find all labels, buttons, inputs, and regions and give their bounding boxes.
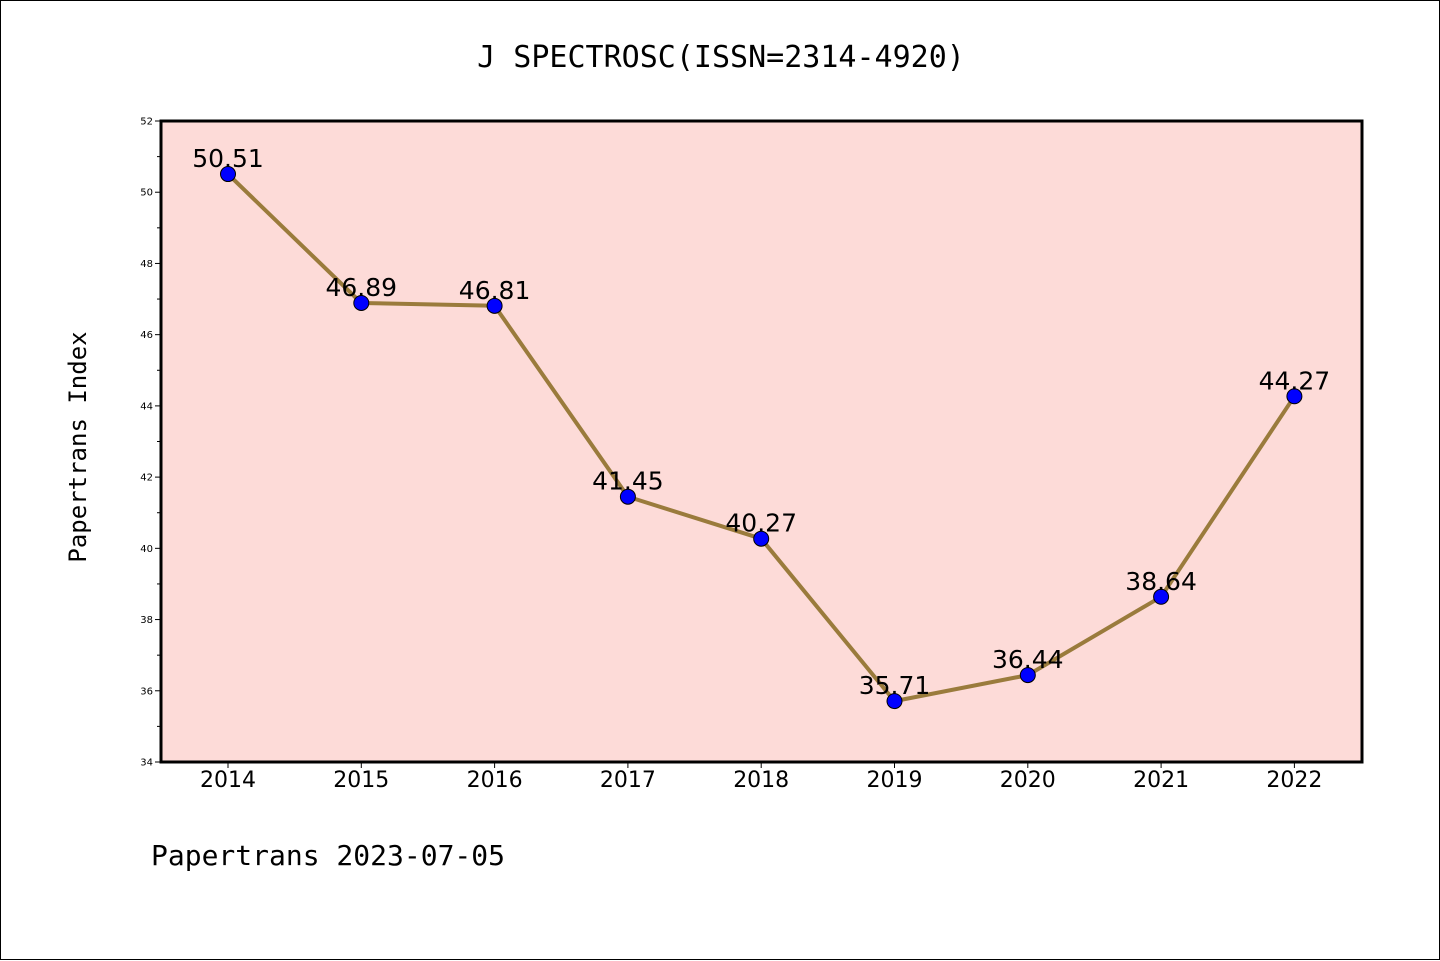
y-tick-label: 38 <box>140 615 153 626</box>
data-point-label: 35.71 <box>859 671 931 700</box>
data-labels-group: 50.51 46.89 46.81 41.45 40.27 35.71 36.44 38.64… <box>192 144 1330 700</box>
data-point-label: 44.27 <box>1259 366 1331 395</box>
x-tick-label: 2019 <box>867 768 923 793</box>
data-point-marker <box>619 488 636 505</box>
y-tick-label: 42 <box>140 473 153 484</box>
data-point-label: 38.64 <box>1125 567 1197 596</box>
y-tick-label: 44 <box>140 401 153 412</box>
data-point-label: 46.81 <box>459 276 531 305</box>
data-point-marker <box>1286 388 1303 405</box>
data-point-marker <box>1019 667 1036 684</box>
x-tick-label: 2022 <box>1266 768 1322 793</box>
y-tick-label: 48 <box>140 259 153 270</box>
x-tick-label: 2017 <box>600 768 656 793</box>
chart-title: J SPECTROSC(ISSN=2314-4920) <box>477 40 965 75</box>
x-tick-label: 2020 <box>1000 768 1056 793</box>
data-point-label: 50.51 <box>192 144 264 173</box>
x-tick-label: 2016 <box>467 768 523 793</box>
data-point-label: 46.89 <box>326 273 398 302</box>
y-tick-label: 52 <box>140 117 153 128</box>
data-point-marker <box>353 294 370 311</box>
data-point-label: 41.45 <box>592 467 664 496</box>
x-tick-label: 2021 <box>1133 768 1189 793</box>
x-tick-label: 2018 <box>733 768 789 793</box>
data-point-marker <box>886 693 903 710</box>
y-tick-label: 34 <box>140 758 153 769</box>
y-tick-label: 46 <box>140 330 153 341</box>
x-axis-ticks: 2014 2015 2016 2017 2018 2019 2020 2021 2022 <box>200 762 1322 793</box>
y-axis-ticks: 34 36 38 40 42 44 46 48 50 52 <box>140 117 161 769</box>
y-tick-label: 36 <box>140 686 153 697</box>
footer-text: Papertrans 2023-07-05 <box>151 839 505 872</box>
plot-area <box>159 119 1364 764</box>
data-point-marker <box>486 297 503 314</box>
data-point-label: 40.27 <box>725 509 797 538</box>
data-point-marker <box>1153 588 1170 605</box>
y-tick-label: 50 <box>140 188 153 199</box>
series-group <box>220 166 1303 710</box>
x-tick-label: 2015 <box>333 768 389 793</box>
y-axis-label: Papertrans Index <box>64 331 92 562</box>
y-tick-label: 40 <box>140 544 153 555</box>
data-point-marker <box>753 530 770 547</box>
data-point-label: 36.44 <box>992 645 1064 674</box>
data-point-marker <box>220 166 236 183</box>
x-tick-label: 2014 <box>200 768 256 793</box>
